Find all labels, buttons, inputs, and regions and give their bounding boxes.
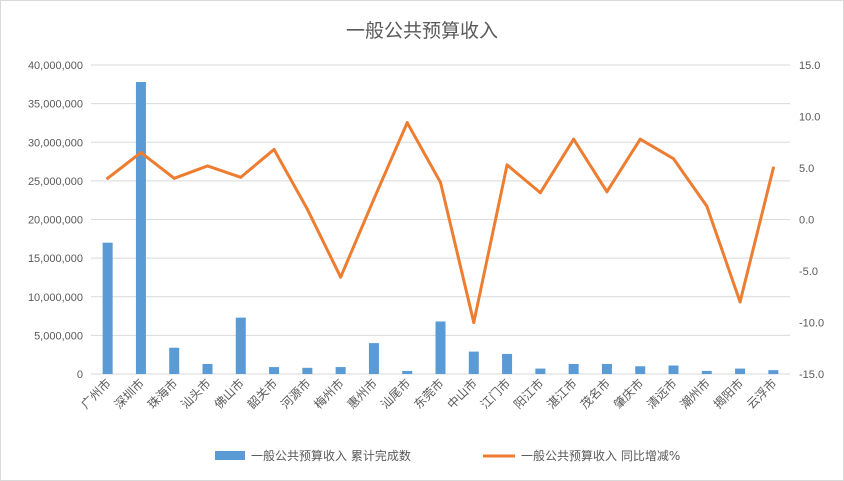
left-tick-label: 30,000,000 bbox=[28, 137, 83, 149]
line-point bbox=[572, 137, 576, 141]
bar-series bbox=[102, 81, 779, 375]
bar bbox=[768, 370, 779, 374]
category-label: 茂名市 bbox=[577, 376, 613, 412]
bar bbox=[102, 242, 113, 374]
bar bbox=[402, 370, 413, 374]
bar bbox=[502, 353, 513, 374]
right-tick-label: -15.0 bbox=[799, 369, 824, 381]
line-point bbox=[305, 207, 309, 211]
line-series bbox=[106, 121, 775, 324]
bar bbox=[701, 370, 712, 374]
left-tick-label: 20,000,000 bbox=[28, 215, 83, 227]
line-point bbox=[372, 197, 376, 201]
bar bbox=[568, 363, 579, 374]
line-point bbox=[106, 176, 110, 180]
right-tick-label: 15.0 bbox=[799, 60, 820, 72]
right-tick-label: 5.0 bbox=[799, 163, 814, 175]
line-point bbox=[738, 300, 742, 304]
line-point bbox=[538, 191, 542, 195]
category-label: 汕头市 bbox=[178, 376, 214, 412]
line-point bbox=[272, 147, 276, 151]
bar bbox=[135, 81, 146, 375]
bar bbox=[468, 351, 479, 374]
line-point bbox=[505, 163, 509, 167]
left-tick-label: 5,000,000 bbox=[34, 330, 83, 342]
category-label: 惠州市 bbox=[344, 376, 380, 412]
category-labels: 广州市深圳市珠海市汕头市佛山市韶关市河源市梅州市惠州市汕尾市东莞市中山市江门市阳… bbox=[78, 376, 780, 412]
right-axis-ticks: -15.0 -10.0 -5.0 0.0 5.0 10.0 15.0 bbox=[799, 60, 824, 381]
bar bbox=[302, 367, 313, 374]
chart-title: 一般公共预算收入 bbox=[346, 20, 498, 42]
legend-line-label: 一般公共预算收入 同比增减% bbox=[521, 448, 680, 463]
left-tick-label: 0 bbox=[77, 369, 83, 381]
line-point bbox=[172, 176, 176, 180]
left-tick-label: 35,000,000 bbox=[28, 99, 83, 111]
bar bbox=[735, 368, 746, 374]
line-point bbox=[605, 190, 609, 194]
line-point bbox=[638, 137, 642, 141]
right-tick-label: -5.0 bbox=[799, 266, 818, 278]
right-tick-label: 0.0 bbox=[799, 215, 814, 227]
right-tick-label: 10.0 bbox=[799, 112, 820, 124]
category-label: 肇庆市 bbox=[610, 376, 646, 412]
category-label: 江门市 bbox=[477, 376, 513, 412]
left-tick-label: 15,000,000 bbox=[28, 253, 83, 265]
line-point bbox=[139, 151, 143, 155]
bar bbox=[635, 366, 646, 374]
left-tick-label: 25,000,000 bbox=[28, 176, 83, 188]
legend-bar-label: 一般公共预算收入 累计完成数 bbox=[251, 448, 411, 463]
line-point bbox=[405, 121, 409, 125]
bar bbox=[601, 363, 612, 374]
line-path bbox=[106, 121, 775, 324]
category-label: 潮州市 bbox=[677, 376, 713, 412]
category-label: 梅州市 bbox=[311, 376, 347, 412]
right-tick-label: -10.0 bbox=[799, 318, 824, 330]
line-point bbox=[206, 164, 209, 168]
bar bbox=[368, 343, 379, 374]
category-label: 阳江市 bbox=[510, 376, 546, 412]
category-label: 揭阳市 bbox=[710, 376, 746, 412]
category-label: 韶关市 bbox=[244, 376, 280, 412]
category-label: 中山市 bbox=[444, 376, 480, 412]
left-tick-label: 40,000,000 bbox=[28, 60, 83, 72]
category-label: 云浮市 bbox=[743, 376, 779, 412]
category-label: 佛山市 bbox=[211, 376, 247, 412]
category-label: 汕尾市 bbox=[377, 376, 413, 412]
category-label: 珠海市 bbox=[144, 376, 180, 412]
left-axis-ticks: 0 5,000,000 10,000,000 15,000,000 20,000,000… bbox=[28, 60, 83, 381]
legend-bar-swatch bbox=[215, 451, 245, 460]
bar bbox=[435, 321, 446, 374]
line-point bbox=[239, 175, 243, 179]
line-point bbox=[672, 157, 675, 161]
bar bbox=[668, 365, 679, 374]
category-label: 广州市 bbox=[78, 376, 114, 412]
line-point bbox=[705, 204, 709, 208]
category-label: 河源市 bbox=[277, 376, 313, 412]
bar bbox=[535, 368, 546, 374]
left-tick-label: 10,000,000 bbox=[28, 292, 83, 304]
line-point bbox=[339, 275, 343, 279]
bar bbox=[269, 367, 280, 374]
bar bbox=[169, 347, 180, 374]
legend: 一般公共预算收入 累计完成数 一般公共预算收入 同比增减% bbox=[215, 448, 680, 463]
category-label: 湛江市 bbox=[544, 376, 580, 412]
category-label: 深圳市 bbox=[111, 376, 147, 412]
line-point bbox=[771, 166, 775, 170]
bar bbox=[202, 363, 213, 374]
bar bbox=[335, 367, 346, 374]
category-label: 东莞市 bbox=[411, 376, 447, 412]
line-point bbox=[472, 321, 476, 324]
category-label: 清远市 bbox=[644, 376, 680, 412]
bar bbox=[235, 317, 246, 374]
line-point bbox=[439, 180, 442, 184]
